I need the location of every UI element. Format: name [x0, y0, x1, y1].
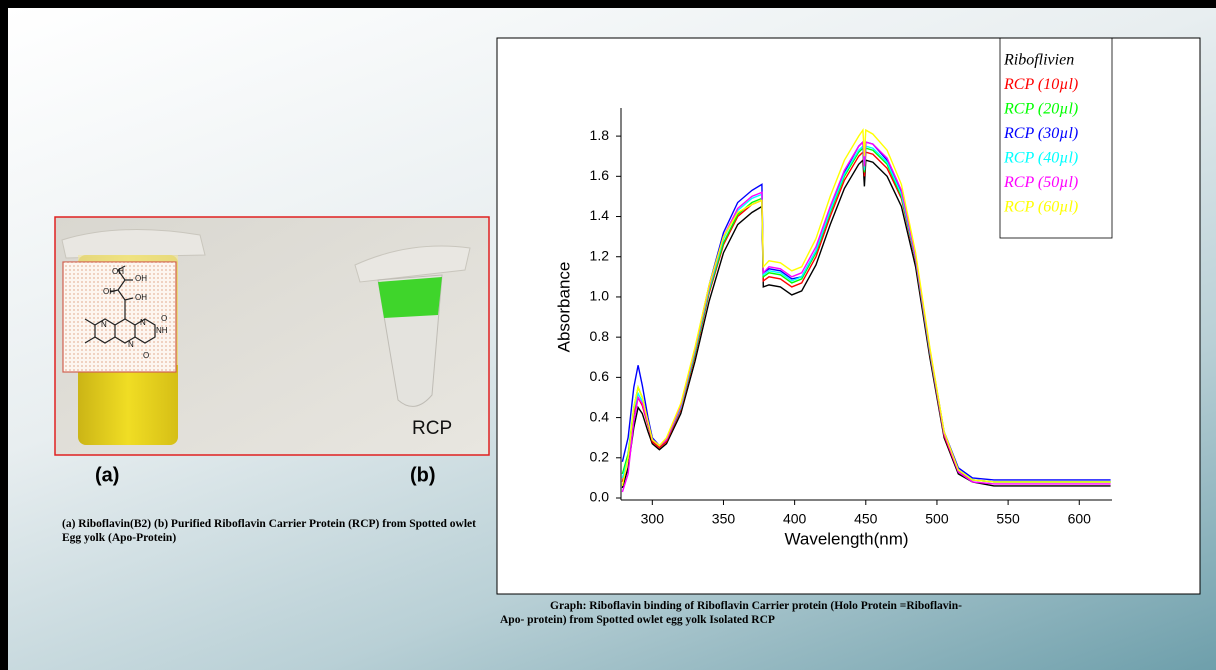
- structure-label: OH: [135, 293, 147, 302]
- y-tick-label: 0.8: [590, 328, 610, 344]
- legend-label: RCP (30µl): [1003, 125, 1078, 142]
- y-tick-label: 0.2: [590, 448, 610, 464]
- chart: 0.0 0.2 0.4 0.6 0.8 1.0 1.2 1.4 1.6 1.8 300 350 400 4…: [554, 37, 1113, 548]
- structure-label: O: [143, 351, 149, 360]
- series-line: [621, 128, 1111, 487]
- chart-caption: Graph: Riboflavin binding of Riboflavin …: [500, 600, 962, 626]
- x-tick-label: 450: [854, 511, 878, 527]
- x-tick-label: 400: [783, 511, 807, 527]
- structure-label: N: [128, 340, 134, 349]
- tube-cap: [354, 245, 471, 283]
- y-axis-title: Absorbance: [554, 262, 573, 353]
- y-tick-label: 0.6: [590, 368, 610, 384]
- legend-box: [999, 37, 1113, 239]
- legend-label: RCP (60µl): [1003, 199, 1078, 216]
- y-tick-label: 0.4: [590, 408, 610, 424]
- structure-label: OH: [112, 267, 124, 276]
- x-tick-label: 550: [996, 511, 1020, 527]
- legend-label: RCP (20µl): [1003, 101, 1078, 118]
- x-tick-label: 600: [1068, 511, 1092, 527]
- panel-label: (a): [95, 464, 119, 486]
- structure-label: OH: [135, 274, 147, 283]
- tube-label: RCP: [412, 418, 452, 439]
- x-tick-label: 500: [925, 511, 949, 527]
- x-tick-label: 300: [641, 511, 665, 527]
- panel-label: (b): [410, 464, 436, 486]
- tube-cap: [61, 229, 206, 259]
- legend-label: RCP (50µl): [1003, 174, 1078, 191]
- y-tick-label: 0.0: [590, 489, 610, 505]
- photo-caption: (a) Riboflavin(B2) (b) Purified Riboflav…: [62, 518, 476, 544]
- legend-label: RCP (40µl): [1003, 150, 1078, 167]
- tube-b-band: [378, 277, 442, 318]
- legend-label: Riboflivien: [1003, 52, 1074, 69]
- x-axis-title: Wavelength(nm): [784, 529, 908, 548]
- structure-texture: [63, 262, 176, 372]
- y-tick-label: 1.2: [590, 247, 610, 263]
- structure-label: O: [161, 314, 167, 323]
- y-tick-label: 1.0: [590, 288, 610, 304]
- x-tick-label: 350: [712, 511, 736, 527]
- series-line: [621, 158, 1111, 489]
- structure-label: NH: [156, 326, 168, 335]
- y-tick-label: 1.8: [590, 127, 610, 143]
- y-tick-label: 1.4: [590, 207, 610, 223]
- structure: [84, 265, 156, 344]
- legend-label: RCP (10µl): [1003, 76, 1078, 93]
- structure-label: N: [140, 318, 146, 327]
- structure-label: N: [101, 320, 107, 329]
- y-tick-label: 1.6: [590, 167, 610, 183]
- chart-panel: [496, 37, 1201, 595]
- structure-label: OH: [103, 287, 115, 296]
